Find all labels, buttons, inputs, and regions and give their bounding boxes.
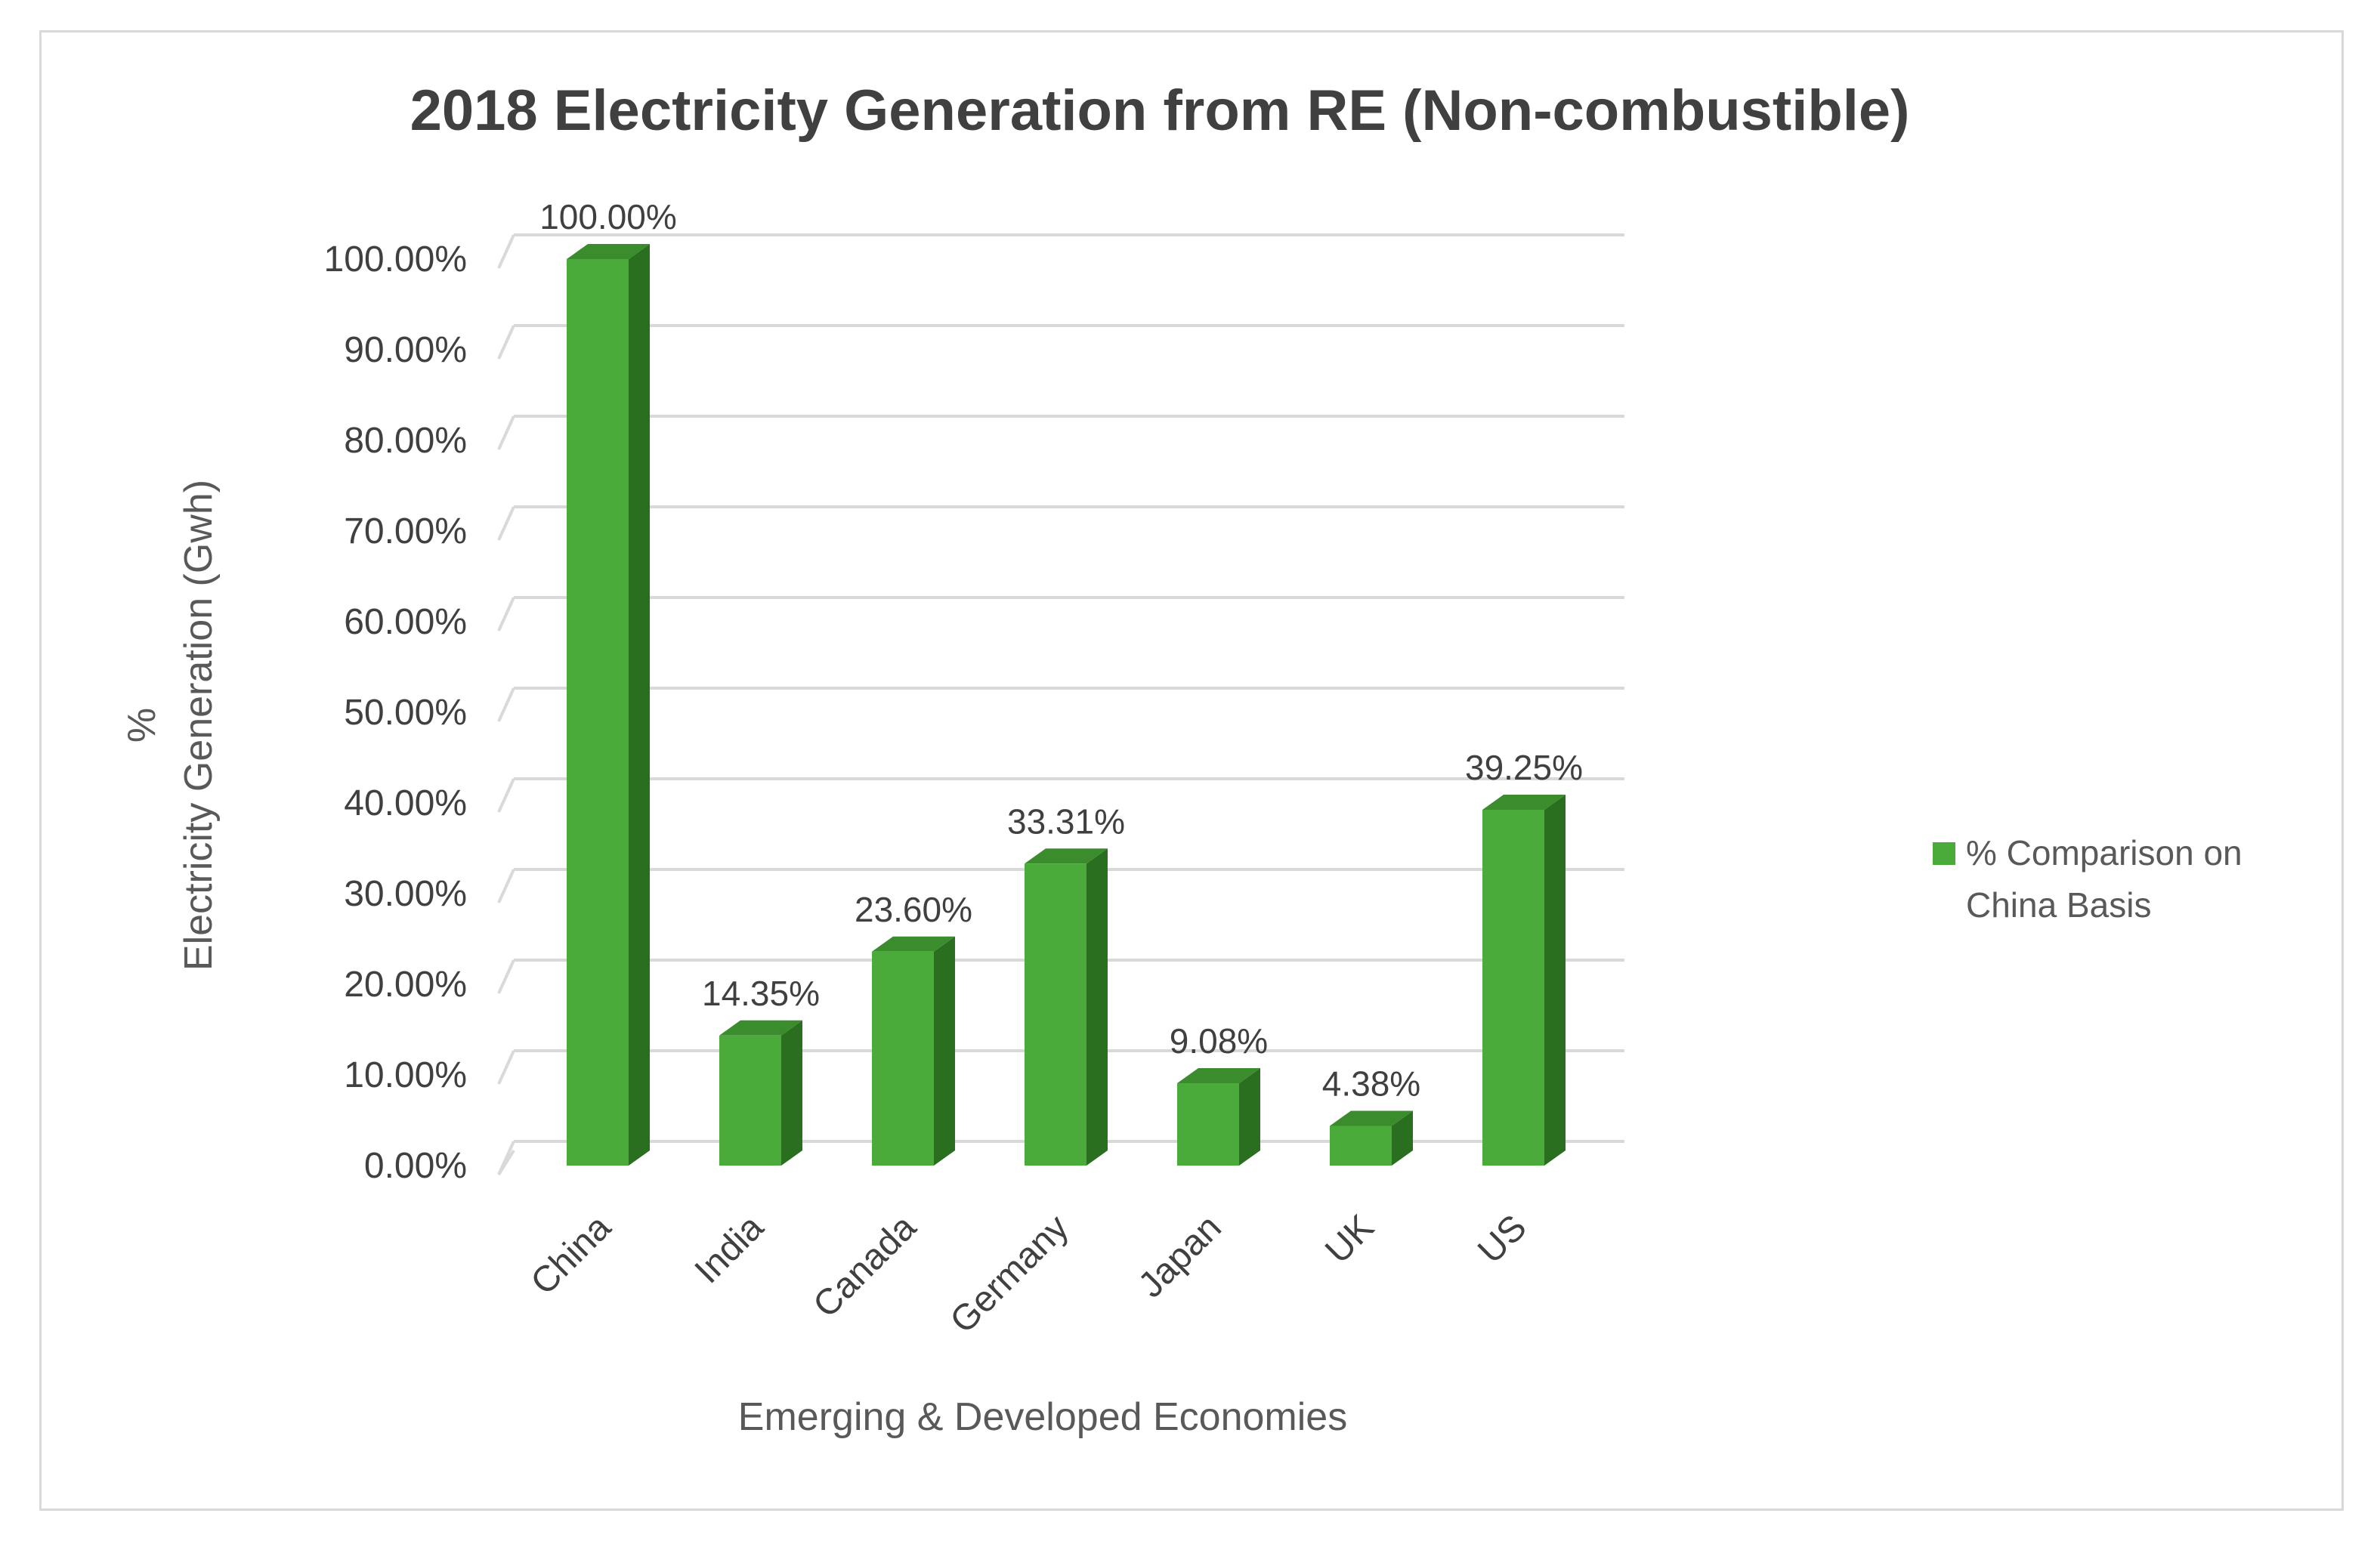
grid-line-depth [497, 687, 515, 722]
data-label: 39.25% [1465, 748, 1583, 787]
bar-side [934, 936, 955, 1166]
x-tick-label: Japan [1131, 1207, 1229, 1305]
bar-us [1482, 795, 1566, 1166]
chart-frame [39, 30, 2344, 1511]
data-labels: 100.00% 14.35% 23.60% 33.31% 9.08% 4.38% 39.25… [539, 197, 1583, 1103]
x-tick-label: Canada [805, 1207, 924, 1326]
legend-label-line1: % Comparison on [1966, 833, 2242, 872]
data-label: 4.38% [1322, 1064, 1420, 1103]
data-label: 33.31% [1007, 801, 1125, 841]
bar-front [1330, 1126, 1392, 1166]
legend: % Comparison on China Basis [1933, 833, 2242, 925]
grid-line-depth [497, 778, 515, 813]
y-axis-title-line1: % [120, 708, 164, 743]
y-tick-label: 50.00% [344, 693, 467, 733]
y-tick-label: 90.00% [344, 330, 467, 370]
y-tick-label: 20.00% [344, 965, 467, 1005]
x-tick-label: China [524, 1207, 619, 1302]
y-tick-label: 30.00% [344, 874, 467, 914]
bar-side [1086, 848, 1108, 1166]
bar-front [1177, 1083, 1239, 1166]
bar-top [1177, 1068, 1260, 1084]
data-label: 100.00% [539, 197, 677, 236]
y-tick-label: 70.00% [344, 511, 467, 551]
y-axis-title-line2: Electricity Generation (Gwh) [177, 480, 221, 971]
legend-label-line2: China Basis [1966, 885, 2151, 925]
bar-front [719, 1035, 781, 1166]
x-axis-title: Emerging & Developed Economies [738, 1395, 1347, 1439]
bar-side [1239, 1068, 1260, 1166]
y-tick-label: 60.00% [344, 602, 467, 642]
bar-front [1025, 863, 1086, 1166]
chart-title: 2018 Electricity Generation from RE (Non… [410, 79, 1910, 143]
legend-swatch [1933, 842, 1955, 865]
bar-japan [1177, 1068, 1260, 1166]
x-tick-label: UK [1318, 1207, 1382, 1271]
x-tick-label: US [1470, 1207, 1535, 1271]
bar-side [1544, 795, 1566, 1166]
y-tick-label: 100.00% [324, 239, 468, 279]
grid-line-depth [497, 597, 515, 632]
grid-line-depth [497, 234, 515, 269]
bar-canada [872, 936, 955, 1166]
y-tick-label: 40.00% [344, 783, 467, 823]
grid-line-depth [497, 506, 515, 541]
x-tick-label: Germany [943, 1207, 1077, 1341]
bar-china [567, 244, 650, 1166]
grid-line-depth [497, 959, 515, 994]
y-tick-label: 80.00% [344, 421, 467, 461]
bar-front [567, 259, 629, 1166]
data-label: 14.35% [702, 974, 820, 1013]
bar-top [567, 244, 650, 259]
bar-side [1392, 1110, 1413, 1166]
bar-india [719, 1020, 802, 1166]
axis-floor-edge [497, 1149, 515, 1176]
bar-top [1025, 848, 1108, 864]
bar-top [872, 936, 955, 952]
grid-line-depth [497, 325, 515, 360]
bar-top [1330, 1110, 1413, 1126]
bars [567, 244, 1566, 1166]
bar-top [1482, 795, 1566, 810]
bar-side [781, 1020, 802, 1166]
bar-top [719, 1020, 802, 1036]
data-label: 23.60% [855, 890, 972, 929]
bar-uk [1330, 1110, 1413, 1166]
bar-germany [1025, 848, 1108, 1166]
grid-line-depth [497, 1050, 515, 1085]
bar-side [629, 244, 650, 1166]
y-tick-label: 10.00% [344, 1055, 467, 1095]
bar-front [1482, 810, 1544, 1166]
y-tick-label: 0.00% [364, 1146, 467, 1186]
bar-front [872, 951, 934, 1166]
grid-lines [497, 233, 1624, 1176]
x-axis-ticks: China India Canada Germany Japan UK US [524, 1207, 1535, 1341]
x-tick-label: India [688, 1207, 771, 1291]
data-label: 9.08% [1170, 1021, 1268, 1061]
grid-line-depth [497, 869, 515, 903]
grid-line-depth [497, 415, 515, 450]
y-axis-ticks: 0.00% 10.00% 20.00% 30.00% 40.00% 50.00% 60.00… [324, 239, 468, 1186]
